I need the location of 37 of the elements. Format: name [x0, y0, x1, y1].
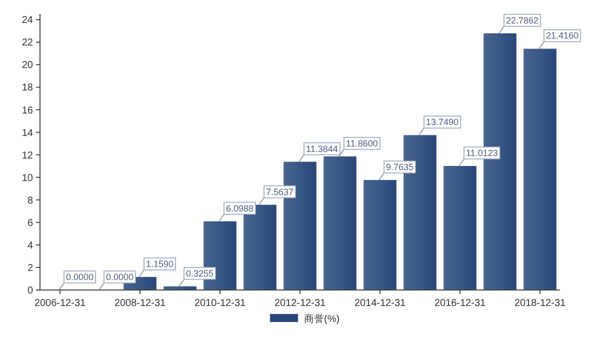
y-tick-label: 10 [22, 172, 34, 184]
data-label: 11.0123 [466, 148, 498, 158]
data-label: 0.0000 [66, 272, 94, 282]
data-label: 0.3255 [186, 268, 214, 278]
data-label: 22.7862 [506, 15, 539, 26]
y-tick-label: 8 [27, 195, 34, 206]
data-label: 11.3844 [306, 144, 338, 154]
y-tick-label: 20 [22, 60, 34, 72]
x-tick-label: 2014-12-31 [354, 298, 406, 309]
x-tick-label: 2012-12-31 [274, 298, 326, 309]
y-tick-label: 6 [27, 218, 34, 229]
data-label: 0.0000 [106, 272, 134, 282]
y-tick-label: 2 [27, 262, 34, 274]
bar [444, 166, 476, 290]
x-tick-label: 2006-12-31 [34, 298, 86, 309]
data-label: 11.8600 [346, 138, 378, 148]
data-label: 7.5637 [266, 186, 294, 197]
data-label: 9.7635 [386, 162, 414, 172]
y-tick-label: 14 [22, 128, 34, 139]
data-label: 1.1590 [146, 258, 174, 269]
bar [364, 180, 396, 290]
bar [524, 48, 556, 290]
y-tick-label: 12 [22, 150, 34, 162]
x-tick-label: 2016-12-31 [434, 298, 486, 309]
y-tick-label: 22 [22, 38, 34, 49]
y-tick-label: 24 [22, 15, 34, 26]
y-tick-label: 4 [27, 240, 34, 252]
data-label: 6.0988 [226, 203, 254, 214]
x-tick-label: 2010-12-31 [194, 298, 246, 309]
y-tick-label: 16 [22, 105, 34, 116]
legend-label: 商誉(%) [304, 313, 340, 325]
data-label: 13.7490 [426, 117, 459, 128]
x-tick-label: 2008-12-31 [114, 298, 166, 309]
x-tick-label: 2018-12-31 [514, 298, 566, 309]
y-tick-label: 18 [22, 82, 34, 94]
data-label: 21.4160 [546, 30, 579, 41]
y-tick-label: 0 [27, 286, 34, 296]
